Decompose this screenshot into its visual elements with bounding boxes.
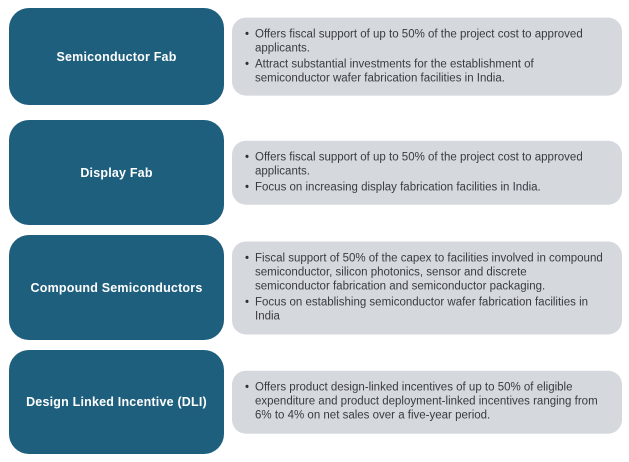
bullet-icon: •: [245, 251, 250, 264]
bullet-list: • Offers fiscal support of up to 50% of …: [245, 27, 604, 86]
bullet-item: • Attract substantial investments for th…: [245, 58, 604, 86]
bullet-item: • Focus on increasing display fabricatio…: [245, 181, 604, 195]
bullet-list: • Offers fiscal support of up to 50% of …: [245, 150, 604, 195]
scheme-detail-box: • Offers fiscal support of up to 50% of …: [232, 17, 622, 96]
scheme-row-design-linked-incentive: Design Linked Incentive (DLI) • Offers p…: [0, 350, 629, 454]
scheme-label: Display Fab: [80, 165, 153, 180]
bullet-text: Fiscal support of 50% of the capex to fa…: [255, 251, 603, 293]
bullet-item: • Focus on establishing semiconductor wa…: [245, 296, 604, 324]
bullet-text: Offers fiscal support of up to 50% of th…: [255, 28, 583, 55]
scheme-row-semiconductor-fab: Semiconductor Fab • Offers fiscal suppor…: [0, 8, 629, 105]
scheme-row-display-fab: Display Fab • Offers fiscal support of u…: [0, 120, 629, 225]
bullet-text: Offers product design-linked incentives …: [255, 381, 598, 423]
bullet-icon: •: [245, 296, 250, 309]
bullet-item: • Offers fiscal support of up to 50% of …: [245, 27, 604, 55]
bullet-icon: •: [245, 181, 250, 194]
bullet-text: Focus on establishing semiconductor wafe…: [255, 296, 589, 323]
bullet-list: • Offers product design-linked incentive…: [245, 381, 604, 424]
scheme-label-box: Compound Semiconductors: [9, 235, 224, 340]
bullet-item: • Offers product design-linked incentive…: [245, 381, 604, 424]
bullet-icon: •: [245, 58, 250, 71]
bullet-item: • Offers fiscal support of up to 50% of …: [245, 150, 604, 178]
bullet-text: Offers fiscal support of up to 50% of th…: [255, 151, 583, 178]
bullet-item: • Fiscal support of 50% of the capex to …: [245, 251, 604, 294]
scheme-detail-box: • Fiscal support of 50% of the capex to …: [232, 240, 622, 335]
scheme-row-compound-semiconductors: Compound Semiconductors • Fiscal support…: [0, 235, 629, 340]
scheme-detail-box: • Offers product design-linked incentive…: [232, 370, 622, 434]
bullet-text: Attract substantial investments for the …: [255, 58, 534, 85]
bullet-icon: •: [245, 381, 250, 394]
scheme-detail-box: • Offers fiscal support of up to 50% of …: [232, 140, 622, 205]
bullet-list: • Fiscal support of 50% of the capex to …: [245, 251, 604, 324]
scheme-label: Semiconductor Fab: [56, 49, 177, 64]
scheme-label-box: Semiconductor Fab: [9, 8, 224, 105]
bullet-text: Focus on increasing display fabrication …: [255, 181, 541, 194]
scheme-label-box: Display Fab: [9, 120, 224, 225]
bullet-icon: •: [245, 28, 250, 41]
bullet-icon: •: [245, 151, 250, 164]
scheme-label-box: Design Linked Incentive (DLI): [9, 350, 224, 454]
scheme-label: Compound Semiconductors: [30, 280, 203, 295]
scheme-label: Design Linked Incentive (DLI): [26, 395, 207, 409]
